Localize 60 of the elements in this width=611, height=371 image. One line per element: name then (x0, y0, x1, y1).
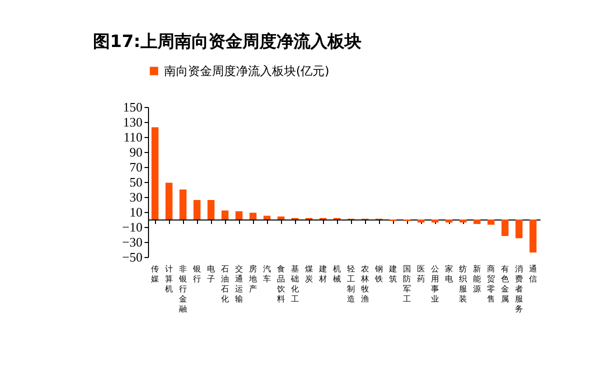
x-tick-label: 农林牧渔 (360, 264, 369, 304)
bar (208, 200, 214, 220)
bar (278, 216, 284, 220)
x-tick-label: 公用事业 (431, 264, 439, 304)
bar (418, 220, 424, 222)
x-tick-label: 新能源 (473, 264, 481, 294)
y-tick-label: 90 (130, 144, 142, 160)
bar (152, 127, 158, 220)
y-tick-label: 150 (123, 100, 142, 114)
y-tick-label: 30 (130, 190, 142, 204)
x-tick-label: 房地产 (248, 264, 257, 294)
x-tick-label: 建材 (318, 264, 327, 284)
x-tick-label: 煤炭 (305, 264, 313, 284)
x-tick-label: 家电 (445, 264, 453, 284)
y-tick-label: −50 (122, 250, 142, 264)
x-tick-label: 电子 (207, 264, 215, 284)
bar (166, 182, 172, 220)
x-tick-label: 机械 (333, 264, 341, 284)
x-tick-label: 石油石化 (221, 264, 229, 304)
bar (180, 190, 186, 220)
bar (460, 220, 466, 222)
bar (474, 220, 480, 224)
bar (516, 220, 522, 238)
bar (446, 220, 452, 222)
x-tick-label: 汽车 (263, 264, 271, 284)
x-tick-label: 传媒 (151, 264, 159, 284)
y-tick-label: 10 (130, 204, 142, 220)
bar (488, 220, 494, 225)
x-tick-label: 银行 (192, 264, 201, 284)
x-tick-label: 商贸零售 (487, 264, 495, 304)
bar (250, 212, 256, 220)
x-tick-label: 国防军工 (403, 264, 411, 304)
bar (432, 220, 438, 222)
y-tick-label: −10 (122, 220, 142, 234)
y-tick-label: 50 (130, 174, 142, 190)
x-tick-label: 食品饮料 (276, 264, 285, 304)
bar (222, 210, 228, 220)
x-tick-label: 医药 (417, 264, 425, 284)
chart-title: 图17:上周南向资金周度净流入板块 (93, 32, 362, 52)
x-tick-label: 计算机 (165, 264, 173, 294)
x-tick-label: 通信 (529, 264, 537, 284)
x-tick-label: 基础化工 (290, 264, 299, 304)
x-tick-label: 交通运输 (235, 264, 243, 304)
x-tick-label: 消费者服务 (515, 264, 523, 314)
bar (194, 200, 200, 220)
y-tick-label: 70 (130, 160, 142, 174)
x-tick-label: 有色金属 (501, 264, 509, 304)
legend-label: 南向资金周度净流入板块(亿元) (164, 64, 330, 78)
x-tick-label: 钢铁 (374, 264, 383, 284)
bar (502, 220, 508, 236)
y-tick-label: 110 (123, 130, 142, 144)
bar (264, 216, 270, 220)
y-tick-label: −30 (122, 234, 142, 250)
x-tick-label: 轻工制造 (347, 264, 355, 304)
bar (530, 220, 536, 252)
y-tick-label: 130 (123, 114, 142, 130)
x-tick-label: 建筑 (388, 264, 397, 284)
bar (236, 211, 242, 220)
x-tick-label: 纺织服装 (459, 264, 467, 304)
x-tick-label: 非银行金融 (178, 264, 187, 314)
